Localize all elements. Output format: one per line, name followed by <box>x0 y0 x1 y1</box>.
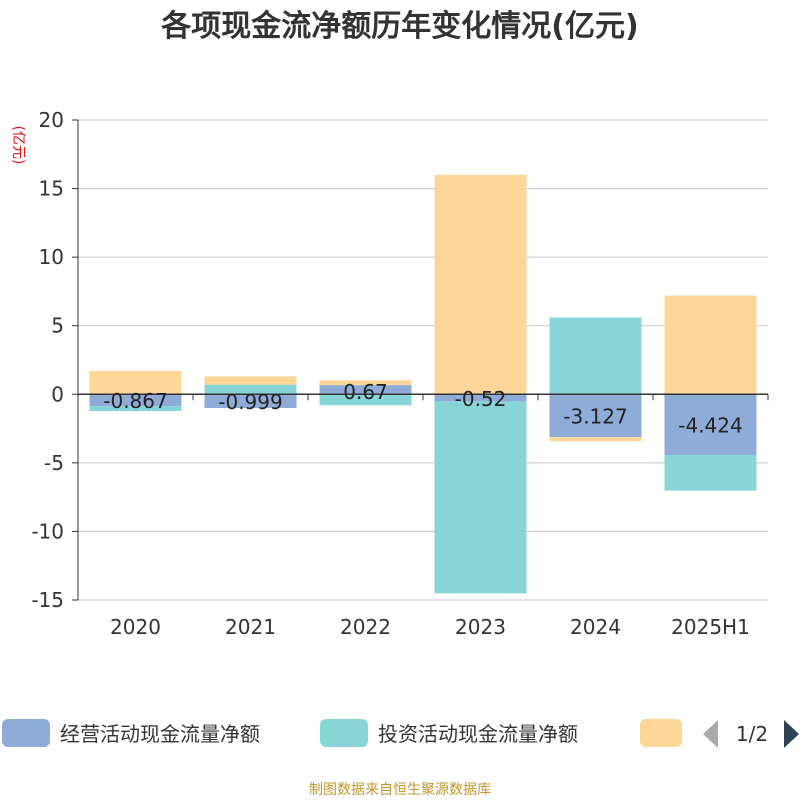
bar-series-2[interactable] <box>204 384 297 395</box>
data-label: -0.999 <box>218 390 282 414</box>
y-tick-label: 20 <box>39 108 64 132</box>
legend: 经营活动现金流量净额 投资活动现金流量净额 1/2 <box>2 719 799 748</box>
chart-title: 各项现金流净额历年变化情况(亿元) <box>160 9 638 44</box>
bar-series-2[interactable] <box>664 454 757 491</box>
grid-lines <box>78 119 768 601</box>
legend-swatch-investing[interactable] <box>320 719 368 747</box>
data-labels: -0.867 -0.999 0.67 -0.52 -3.127 -4.424 <box>103 380 742 438</box>
data-label: -0.867 <box>103 389 167 413</box>
x-tick-label: 2023 <box>455 615 506 639</box>
y-tick-label: 0 <box>51 382 64 406</box>
y-tick-label: 10 <box>39 245 64 269</box>
x-tick-label: 2021 <box>225 615 276 639</box>
bar-series-2[interactable] <box>319 394 412 406</box>
bar-series-2[interactable] <box>89 406 182 411</box>
x-tick-label: 2024 <box>570 615 621 639</box>
y-tick-label: 5 <box>51 314 64 338</box>
legend-page-indicator: 1/2 <box>736 722 768 746</box>
bar-series-2[interactable] <box>549 317 642 395</box>
bar-series-2[interactable] <box>434 401 527 594</box>
bar-series-1[interactable] <box>319 385 412 395</box>
y-tick-label: -10 <box>31 519 64 543</box>
data-source-note: 制图数据来自恒生聚源数据库 <box>309 782 491 798</box>
y-tick-label: -5 <box>44 451 64 475</box>
legend-label-investing[interactable]: 投资活动现金流量净额 <box>378 722 578 746</box>
legend-swatch-financing[interactable] <box>640 719 682 747</box>
legend-next-icon[interactable] <box>784 720 799 748</box>
bar-series-3[interactable] <box>89 370 182 395</box>
bar-series-1[interactable] <box>89 394 182 407</box>
data-label: -3.127 <box>563 405 627 429</box>
bar-series-3[interactable] <box>434 174 527 395</box>
bar-series-3[interactable] <box>319 380 412 386</box>
y-axis-unit: (亿元) <box>10 126 26 165</box>
y-tick-label: -15 <box>31 588 64 612</box>
bar-series-3[interactable] <box>664 295 757 395</box>
data-label: -0.52 <box>455 387 507 411</box>
x-tick-label: 2020 <box>110 615 161 639</box>
axes: 20 15 10 5 0 -5 -10 -15 2020 2021 2022 2023 2024 2025… <box>31 108 769 639</box>
bar-series-1[interactable] <box>434 394 527 402</box>
bar-series-3[interactable] <box>549 437 642 442</box>
x-tick-label: 2022 <box>340 615 391 639</box>
bar-series-1[interactable] <box>664 394 757 455</box>
bar-series-1[interactable] <box>204 394 297 408</box>
bars <box>89 174 757 594</box>
bar-series-1[interactable] <box>549 394 642 438</box>
legend-label-operating[interactable]: 经营活动现金流量净额 <box>60 722 260 746</box>
y-tick-label: 15 <box>39 177 64 201</box>
x-tick-label: 2025H1 <box>671 615 750 639</box>
data-label: 0.67 <box>343 380 388 404</box>
legend-swatch-operating[interactable] <box>2 719 50 747</box>
bar-series-3[interactable] <box>204 376 297 385</box>
data-label: -4.424 <box>678 414 742 438</box>
legend-prev-icon[interactable] <box>703 720 718 748</box>
